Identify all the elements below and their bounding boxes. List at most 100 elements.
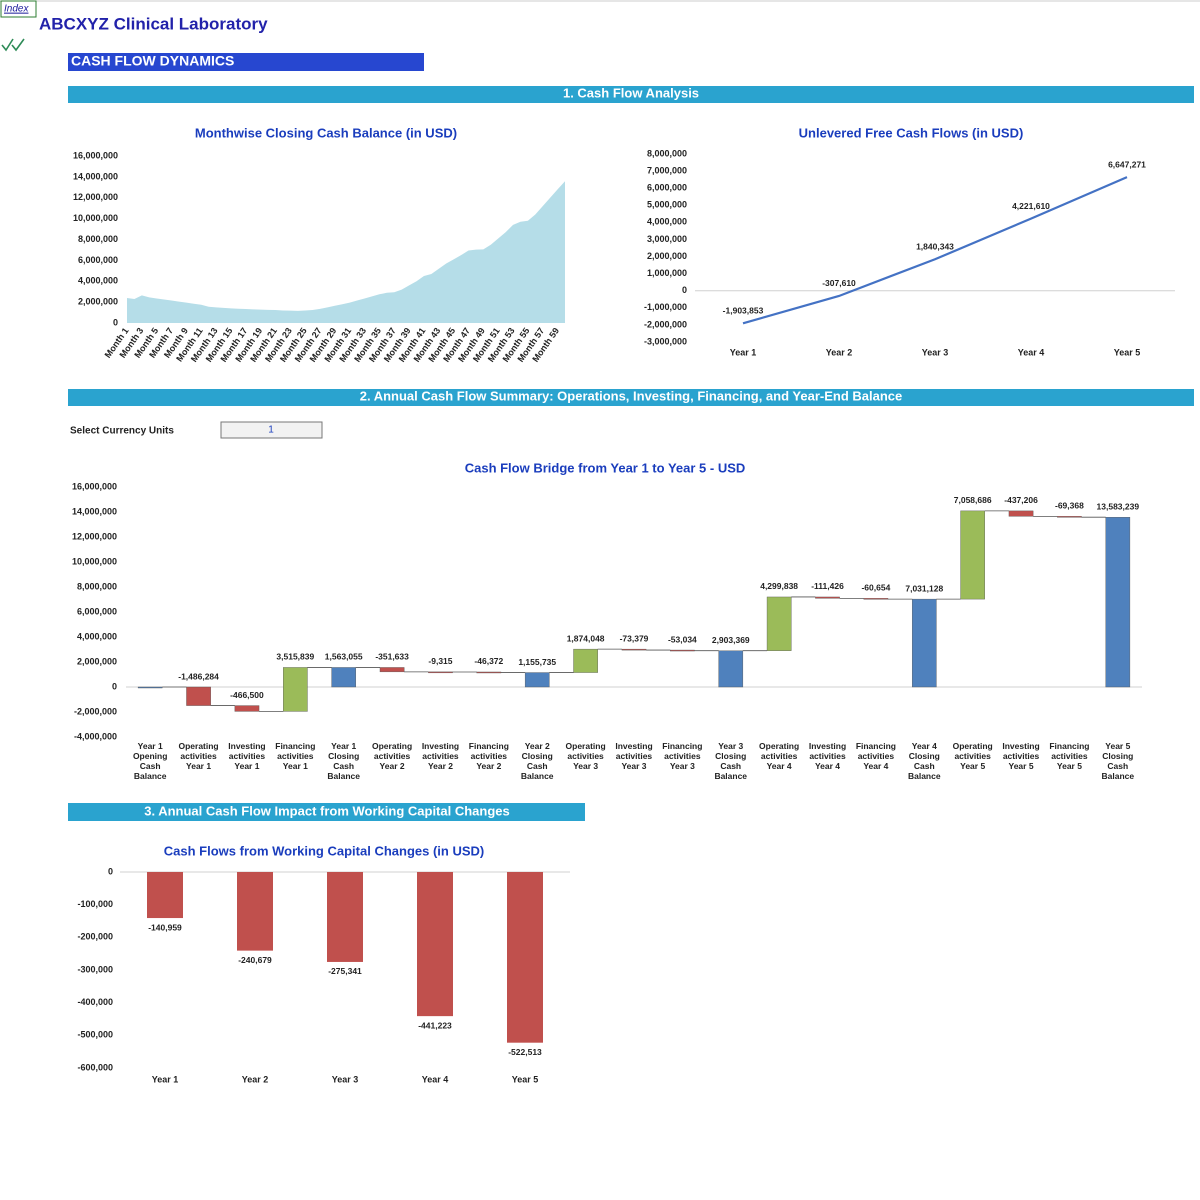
data-label: -69,368 xyxy=(1055,501,1084,511)
chart-title: Cash Flows from Working Capital Changes … xyxy=(164,843,484,858)
data-label: 3,515,839 xyxy=(276,652,314,662)
data-label: -1,486,284 xyxy=(178,671,219,681)
x-tick-label: Operating activities Year 3 xyxy=(565,741,606,771)
x-tick-label: Investing activities Year 4 xyxy=(808,741,847,771)
bar xyxy=(815,596,840,599)
x-tick-label-box: Year 1 Closing Cash Balance xyxy=(327,741,360,781)
x-tick-label: Investing activities Year 5 xyxy=(1002,741,1040,771)
x-tick-label-box: Financing activities Year 1 xyxy=(275,741,316,771)
data-label: -73,379 xyxy=(620,633,649,643)
x-tick-label-box: Investing activities Year 3 xyxy=(615,741,652,771)
y-tick-label: -500,000 xyxy=(77,1030,113,1040)
x-tick-label: Financing activities Year 5 xyxy=(1049,741,1090,771)
bar xyxy=(766,596,792,651)
x-tick-label: Operating activities Year 4 xyxy=(759,741,800,771)
index-box[interactable] xyxy=(0,0,37,18)
currency-input[interactable] xyxy=(220,421,323,439)
company-title: ABCXYZ Clinical Laboratory xyxy=(39,14,268,33)
bar xyxy=(327,872,363,962)
bar xyxy=(911,598,937,688)
y-tick-label: 0 xyxy=(108,866,113,876)
x-tick-label: Year 1 Closing Cash Balance xyxy=(327,741,360,781)
y-tick-label: -400,000 xyxy=(77,997,113,1007)
x-tick-label-box: Financing activities Year 2 xyxy=(469,741,509,771)
data-label: 1,840,343 xyxy=(916,242,954,252)
y-tick-label: 8,000,000 xyxy=(78,234,118,244)
y-tick-label: -100,000 xyxy=(77,899,113,909)
bar xyxy=(621,648,647,651)
section-bar xyxy=(68,389,1194,406)
x-tick-label: Year 3 xyxy=(922,347,949,357)
y-tick-label: 12,000,000 xyxy=(73,192,118,202)
x-tick-label: Year 2 Closing Cash Balance xyxy=(520,741,554,781)
data-label: 1,155,735 xyxy=(518,657,556,667)
data-label: -1,903,853 xyxy=(723,306,764,316)
x-tick-label: Financing activities Year 3 xyxy=(662,741,703,771)
y-tick-label: -1,000,000 xyxy=(644,302,687,312)
data-label: -466,500 xyxy=(230,690,264,700)
x-tick-label: Year 5 Closing Cash Balance xyxy=(1101,741,1135,781)
bar xyxy=(863,598,889,600)
y-tick-label: 0 xyxy=(112,681,117,691)
bar xyxy=(1008,510,1034,517)
y-tick-label: -4,000,000 xyxy=(74,731,117,741)
bar xyxy=(960,510,985,600)
x-tick-label: Year 5 xyxy=(512,1074,539,1084)
x-tick-label-box: Investing activities Year 5 xyxy=(1002,741,1040,771)
data-label: -441,223 xyxy=(418,1020,452,1030)
bar xyxy=(507,872,543,1043)
bar xyxy=(283,667,308,712)
y-tick-label: 3,000,000 xyxy=(647,234,687,244)
bar xyxy=(718,650,744,688)
x-tick-label: Year 3 xyxy=(332,1074,359,1084)
x-tick-label-box: Year 4 Closing Cash Balance xyxy=(907,741,941,781)
data-label: -140,959 xyxy=(148,922,182,932)
y-tick-label: 16,000,000 xyxy=(73,150,118,160)
x-tick-label: Operating activities Year 5 xyxy=(952,741,993,771)
y-tick-label: 8,000,000 xyxy=(77,581,117,591)
bar xyxy=(1057,516,1082,518)
bar xyxy=(379,667,405,673)
y-tick-label: 2,000,000 xyxy=(77,656,117,666)
y-tick-label: 12,000,000 xyxy=(72,531,117,541)
x-tick-label-box: Year 2 Closing Cash Balance xyxy=(520,741,554,781)
x-tick-label-box: Operating activities Year 2 xyxy=(372,741,412,771)
x-tick-label-box: Financing activities Year 5 xyxy=(1049,741,1090,771)
bar xyxy=(147,872,183,919)
section-title: 3. Annual Cash Flow Impact from Working … xyxy=(144,803,510,818)
section-title: 1. Cash Flow Analysis xyxy=(563,85,699,100)
section-bar xyxy=(68,86,1194,103)
x-tick-label: Year 5 xyxy=(1114,347,1141,357)
y-tick-label: 6,000,000 xyxy=(78,255,118,265)
x-tick-label-box: Year 5 Closing Cash Balance xyxy=(1101,741,1135,781)
data-label: -53,034 xyxy=(668,634,697,644)
x-tick-label: Financing activities Year 1 xyxy=(275,741,316,771)
area xyxy=(127,181,565,323)
x-tick-label-box: Financing activities Year 3 xyxy=(662,741,703,771)
currency-value[interactable]: 1 xyxy=(268,425,274,436)
y-tick-label: 2,000,000 xyxy=(78,297,118,307)
bar xyxy=(417,872,453,1017)
bar xyxy=(237,872,273,951)
data-label: -437,206 xyxy=(1004,495,1038,505)
y-tick-label: 10,000,000 xyxy=(72,556,117,566)
data-label: -240,679 xyxy=(238,955,272,965)
line xyxy=(742,176,1128,325)
y-tick-label: -2,000,000 xyxy=(74,706,117,716)
x-tick-label: Year 1 Opening Cash Balance xyxy=(132,741,168,781)
x-tick-label: Year 1 xyxy=(152,1074,179,1084)
x-tick-label-box: Year 3 Closing Cash Balance xyxy=(714,741,748,781)
x-tick-label: Investing activities Year 2 xyxy=(421,741,460,771)
data-label: 2,903,369 xyxy=(712,635,750,645)
y-tick-label: 16,000,000 xyxy=(72,481,117,491)
x-tick-label: Year 4 Closing Cash Balance xyxy=(907,741,941,781)
y-tick-label: -3,000,000 xyxy=(644,336,687,346)
index-link[interactable]: Index xyxy=(4,4,29,15)
bar xyxy=(573,648,598,673)
x-tick-label: Year 3 Closing Cash Balance xyxy=(714,741,748,781)
x-tick-label-box: Investing activities Year 2 xyxy=(421,741,460,771)
y-tick-label: 5,000,000 xyxy=(647,200,687,210)
data-label: -307,610 xyxy=(822,278,856,288)
data-label: 1,563,055 xyxy=(325,652,363,662)
